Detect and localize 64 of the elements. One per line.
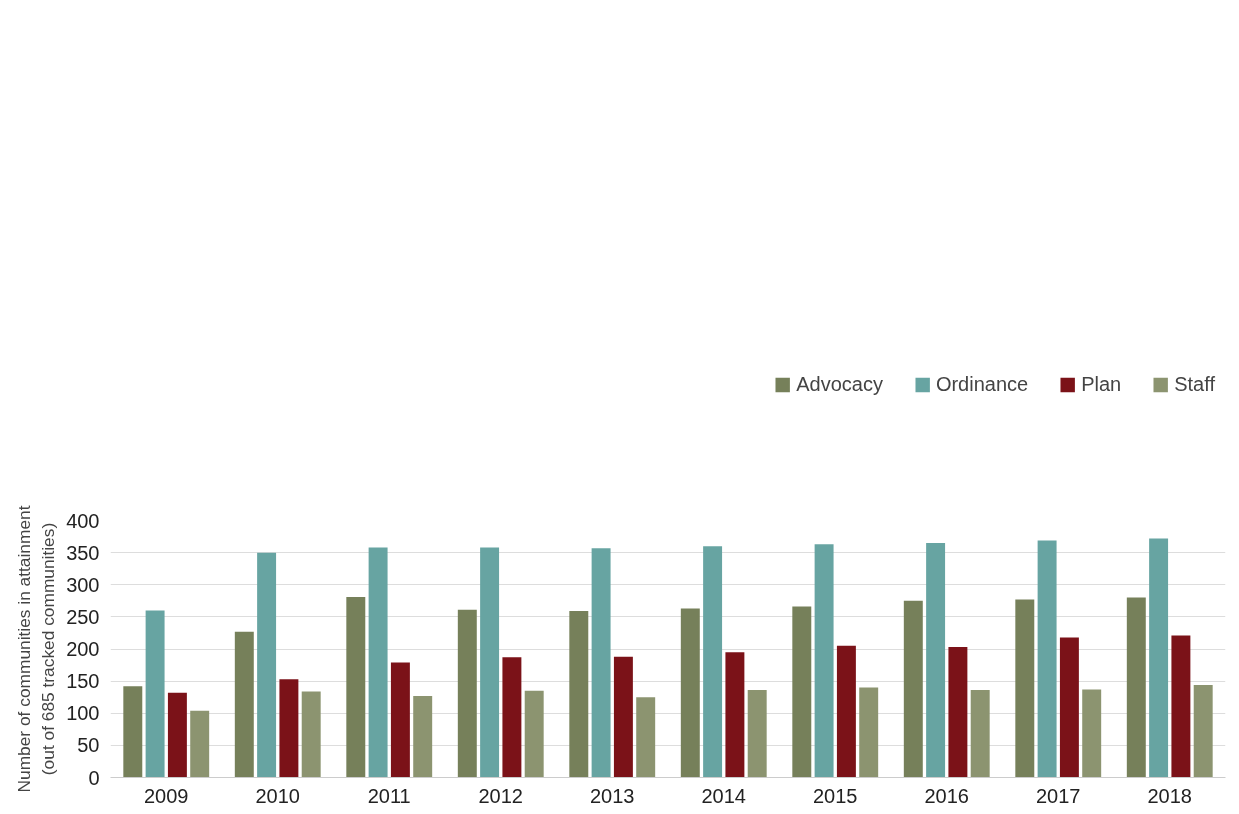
y-tick-label: 250	[66, 605, 100, 628]
bar	[680, 608, 700, 778]
bar	[1171, 635, 1191, 778]
y-tick-label: 100	[66, 702, 100, 725]
bar	[814, 544, 834, 778]
bar	[1149, 538, 1169, 778]
bar	[1059, 637, 1079, 778]
bar	[167, 692, 187, 778]
bar	[1082, 689, 1102, 778]
x-tick-label: 2014	[701, 784, 746, 807]
bar	[123, 686, 143, 778]
bar	[613, 656, 633, 778]
legend-label: Plan	[1081, 372, 1122, 396]
bar	[1126, 597, 1146, 778]
bar	[257, 552, 277, 778]
x-tick-label: 2011	[367, 784, 411, 807]
bar	[480, 547, 500, 778]
bar	[145, 610, 165, 778]
bar	[747, 690, 767, 778]
x-tick-label: 2017	[1036, 784, 1081, 807]
y-tick-label: 150	[66, 670, 100, 693]
bar	[413, 695, 433, 778]
bar	[502, 657, 522, 778]
y-axis-title: Number of communities in attainment (out of 685 tracked communities)	[14, 505, 59, 793]
y-tick-label: 0	[88, 766, 100, 789]
bar	[636, 697, 656, 778]
bar	[703, 546, 723, 778]
bar	[368, 547, 388, 778]
legend-label: Advocacy	[796, 372, 883, 396]
bar	[836, 645, 856, 778]
bar	[926, 542, 946, 778]
x-tick-label: 2018	[1147, 784, 1192, 807]
y-tick-label: 300	[66, 573, 100, 596]
bar	[1037, 540, 1057, 778]
legend-label: Staff	[1174, 372, 1215, 396]
x-tick-label: 2016	[924, 784, 969, 807]
bar	[569, 611, 589, 778]
y-tick-label: 350	[66, 541, 100, 564]
bar	[859, 687, 879, 778]
bar	[725, 652, 745, 778]
bar	[190, 710, 210, 778]
bar	[970, 690, 990, 778]
bar	[390, 662, 410, 778]
x-tick-label: 2015	[813, 784, 858, 807]
bar	[1015, 599, 1035, 778]
bar	[301, 691, 321, 778]
y-tick-label: 200	[66, 638, 100, 660]
y-tick-label: 400	[66, 509, 100, 532]
bar	[524, 690, 544, 778]
x-tick-label: 2010	[255, 784, 300, 807]
x-tick-label: 2009	[144, 784, 189, 807]
x-tick-label: 2013	[590, 784, 635, 807]
bar	[346, 596, 366, 778]
x-tick-label: 2012	[478, 784, 523, 807]
bar	[591, 548, 611, 778]
legend-label: Ordinance	[935, 372, 1029, 396]
bar	[279, 679, 299, 778]
bar	[948, 647, 968, 778]
bar	[234, 631, 254, 778]
bar	[457, 609, 477, 778]
bar	[903, 600, 923, 778]
y-tick-label: 50	[77, 734, 100, 757]
bar	[792, 606, 812, 778]
bar	[1193, 684, 1213, 778]
